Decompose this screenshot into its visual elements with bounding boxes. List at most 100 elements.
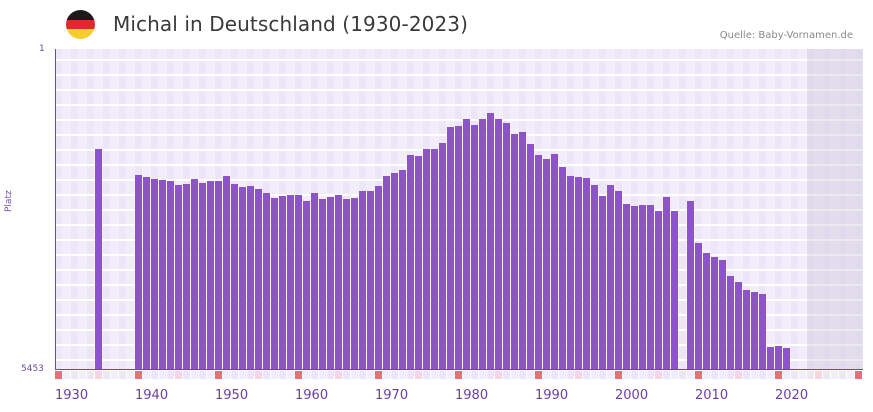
bar-1975[interactable] <box>415 156 422 370</box>
bar-2003[interactable] <box>639 205 646 370</box>
decade-tick <box>775 371 782 379</box>
year-tick <box>79 371 86 379</box>
bar-1944[interactable] <box>167 181 174 370</box>
bar-1979[interactable] <box>447 127 454 370</box>
bar-1997[interactable] <box>591 185 598 370</box>
bar-1985[interactable] <box>495 119 502 370</box>
bar-1989[interactable] <box>527 144 534 370</box>
bar-1943[interactable] <box>159 180 166 370</box>
half-decade-tick <box>655 371 662 379</box>
bar-2002[interactable] <box>631 206 638 370</box>
bar-1955[interactable] <box>255 189 262 370</box>
y-axis-top-label: 1 <box>39 44 45 54</box>
bar-2006[interactable] <box>663 197 670 370</box>
bar-1964[interactable] <box>327 197 334 370</box>
bar-2019[interactable] <box>767 347 774 370</box>
bar-1965[interactable] <box>335 195 342 370</box>
bar-1991[interactable] <box>543 159 550 370</box>
year-tick <box>623 371 630 379</box>
bar-1988[interactable] <box>519 132 526 370</box>
germany-flag-icon <box>66 10 95 39</box>
bar-2020[interactable] <box>775 346 782 370</box>
bar-1941[interactable] <box>143 177 150 370</box>
bar-2011[interactable] <box>703 253 710 370</box>
bar-1978[interactable] <box>439 143 446 370</box>
bar-1999[interactable] <box>607 185 614 370</box>
bar-1994[interactable] <box>567 176 574 370</box>
bar-1966[interactable] <box>343 199 350 370</box>
bar-1998[interactable] <box>599 196 606 370</box>
year-tick <box>543 371 550 379</box>
year-tick <box>207 371 214 379</box>
bar-2004[interactable] <box>647 205 654 370</box>
bar-1942[interactable] <box>151 179 158 370</box>
bar-1976[interactable] <box>423 149 430 370</box>
bar-2005[interactable] <box>655 211 662 370</box>
bar-1960[interactable] <box>295 195 302 370</box>
bar-1970[interactable] <box>375 186 382 370</box>
bar-1946[interactable] <box>183 184 190 370</box>
bar-1948[interactable] <box>199 183 206 370</box>
bar-1967[interactable] <box>351 198 358 370</box>
bar-1961[interactable] <box>303 201 310 370</box>
bar-2018[interactable] <box>759 294 766 370</box>
bar-1995[interactable] <box>575 177 582 370</box>
bar-2014[interactable] <box>727 276 734 370</box>
bar-1954[interactable] <box>247 186 254 370</box>
year-tick <box>359 371 366 379</box>
bar-1973[interactable] <box>399 170 406 370</box>
bar-1940[interactable] <box>135 175 142 370</box>
bar-1974[interactable] <box>407 155 414 370</box>
bar-2015[interactable] <box>735 282 742 370</box>
bar-1972[interactable] <box>391 173 398 370</box>
decade-tick <box>295 371 302 379</box>
bar-2000[interactable] <box>615 191 622 370</box>
bar-1951[interactable] <box>223 176 230 370</box>
bar-1956[interactable] <box>263 193 270 370</box>
bar-2012[interactable] <box>711 257 718 370</box>
bar-2013[interactable] <box>719 260 726 370</box>
bar-1935[interactable] <box>95 149 102 370</box>
bar-1957[interactable] <box>271 198 278 370</box>
bar-1952[interactable] <box>231 184 238 370</box>
bar-1949[interactable] <box>207 181 214 370</box>
bar-1996[interactable] <box>583 178 590 370</box>
bar-1947[interactable] <box>191 179 198 370</box>
bar-1981[interactable] <box>463 119 470 370</box>
bar-1962[interactable] <box>311 193 318 370</box>
year-tick <box>759 371 766 379</box>
y-axis-bottom-label: 5453 <box>21 364 44 374</box>
bar-1959[interactable] <box>287 195 294 370</box>
bar-1986[interactable] <box>503 123 510 370</box>
bar-1963[interactable] <box>319 199 326 370</box>
bar-1987[interactable] <box>511 134 518 370</box>
bar-2001[interactable] <box>623 204 630 370</box>
bar-1980[interactable] <box>455 126 462 370</box>
bar-1992[interactable] <box>551 154 558 370</box>
year-tick <box>271 371 278 379</box>
decade-tick <box>535 371 542 379</box>
bar-2021[interactable] <box>783 348 790 370</box>
x-label-1970: 1970 <box>375 388 409 403</box>
bar-1990[interactable] <box>535 155 542 370</box>
bar-1977[interactable] <box>431 149 438 370</box>
bar-1984[interactable] <box>487 113 494 370</box>
bar-1971[interactable] <box>383 176 390 370</box>
bar-1969[interactable] <box>367 191 374 370</box>
bar-1983[interactable] <box>479 119 486 370</box>
bar-1993[interactable] <box>559 167 566 370</box>
year-tick <box>247 371 254 379</box>
bar-1950[interactable] <box>215 181 222 370</box>
decade-tick <box>135 371 142 379</box>
bar-2016[interactable] <box>743 290 750 370</box>
bar-1945[interactable] <box>175 185 182 370</box>
bar-2017[interactable] <box>751 292 758 370</box>
bar-2007[interactable] <box>671 211 678 370</box>
bar-2009[interactable] <box>687 201 694 370</box>
bar-2010[interactable] <box>695 243 702 370</box>
year-tick <box>391 371 398 379</box>
bar-1953[interactable] <box>239 187 246 370</box>
bar-1982[interactable] <box>471 125 478 370</box>
bar-1968[interactable] <box>359 191 366 370</box>
bar-1958[interactable] <box>279 196 286 370</box>
